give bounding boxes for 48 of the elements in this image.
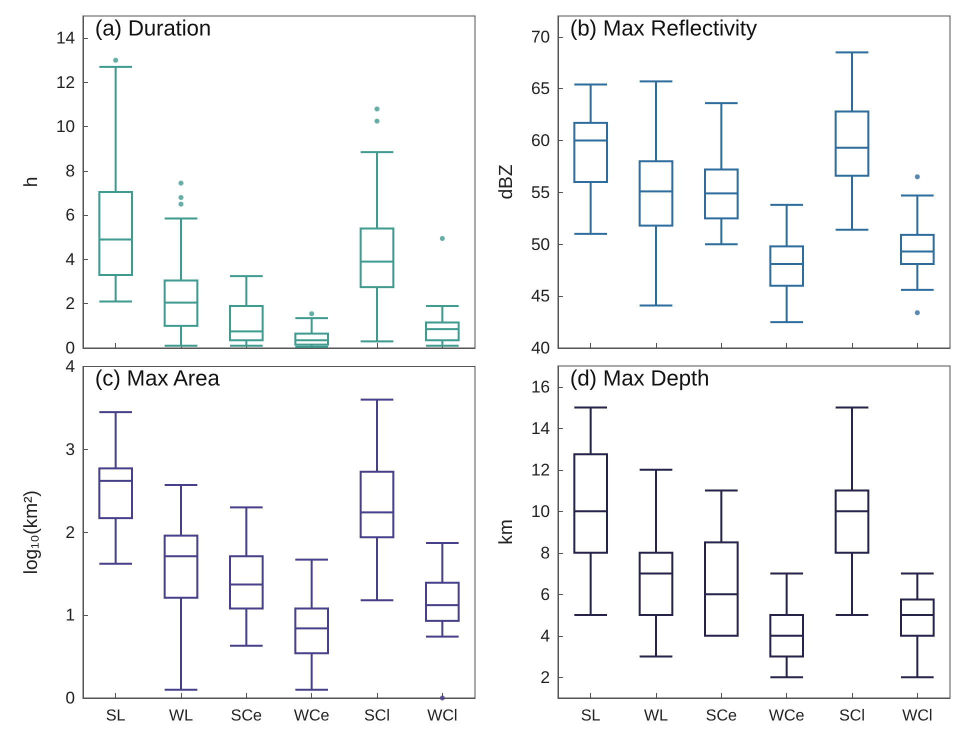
y-tick-label: 0 bbox=[66, 338, 75, 358]
y-axis-title: h bbox=[21, 176, 42, 188]
y-axis-title: km bbox=[496, 519, 517, 545]
y-tick-label: 16 bbox=[531, 377, 550, 396]
y-tick-label: 70 bbox=[531, 27, 550, 46]
x-tick-label: WCl bbox=[427, 708, 458, 724]
chart-title: (b) Max Reflectivity bbox=[570, 16, 758, 40]
y-tick-label: 55 bbox=[531, 182, 550, 202]
y-tick-label: 60 bbox=[531, 131, 550, 150]
x-tick-label: SL bbox=[106, 708, 126, 724]
y-tick-label: 2 bbox=[66, 294, 75, 314]
y-tick-label: 14 bbox=[531, 418, 550, 438]
y-tick-label: 6 bbox=[66, 206, 75, 225]
x-tick-label: SCl bbox=[364, 708, 390, 724]
x-tick-label: WCe bbox=[768, 708, 805, 724]
chart-title: (a) Duration bbox=[95, 16, 212, 40]
y-tick-label: 6 bbox=[540, 584, 550, 604]
y-tick-label: 1 bbox=[66, 606, 75, 625]
y-tick-label: 4 bbox=[66, 250, 75, 269]
y-tick-label: 3 bbox=[66, 440, 75, 459]
y-tick-label: 10 bbox=[531, 502, 550, 521]
y-axis-title: log₁₀(km²) bbox=[21, 490, 42, 574]
x-tick-label: SL bbox=[580, 708, 601, 724]
y-tick-label: 2 bbox=[540, 668, 550, 687]
y-tick-label: 50 bbox=[531, 234, 550, 254]
y-tick-label: 45 bbox=[531, 286, 550, 306]
chart-title: (c) Max Area bbox=[95, 366, 220, 390]
y-tick-label: 14 bbox=[56, 28, 75, 48]
y-tick-label: 10 bbox=[56, 117, 75, 136]
y-tick-label: 12 bbox=[531, 460, 550, 480]
x-tick-label: SCe bbox=[706, 708, 737, 724]
y-tick-label: 40 bbox=[531, 338, 550, 358]
y-tick-label: 12 bbox=[56, 72, 75, 92]
chart-title: (d) Max Depth bbox=[570, 366, 710, 390]
x-tick-label: WCe bbox=[294, 708, 330, 724]
y-tick-label: 8 bbox=[540, 543, 550, 562]
y-tick-label: 4 bbox=[66, 357, 75, 376]
y-tick-label: 4 bbox=[540, 626, 550, 646]
x-tick-label: WL bbox=[644, 708, 668, 724]
x-tick-label: SCl bbox=[839, 708, 865, 724]
x-tick-label: SCe bbox=[230, 708, 262, 724]
y-tick-label: 8 bbox=[66, 161, 75, 180]
y-tick-label: 2 bbox=[66, 522, 75, 542]
y-tick-label: 0 bbox=[66, 688, 75, 708]
y-tick-label: 65 bbox=[531, 79, 550, 98]
x-tick-label: WCl bbox=[902, 708, 932, 724]
x-tick-label: WL bbox=[169, 708, 194, 724]
y-axis-title: dBZ bbox=[496, 164, 517, 200]
